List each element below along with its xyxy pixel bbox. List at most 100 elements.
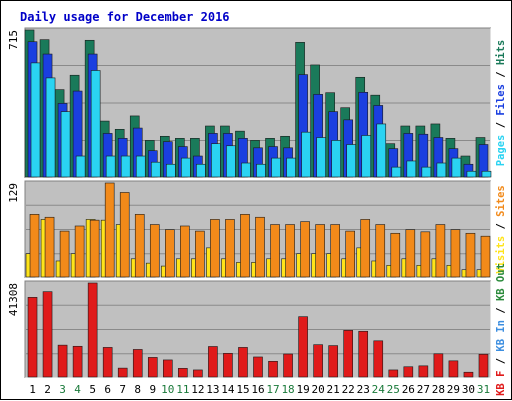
bar-kb-f [388, 369, 399, 378]
chart-title: Daily usage for December 2016 [20, 10, 230, 24]
x-tick-label: 14 [221, 383, 235, 396]
bar-sites [119, 192, 130, 278]
bar-kb-f [358, 330, 369, 378]
bar-sites [44, 216, 55, 278]
bar-pages [271, 157, 281, 178]
bar-kb-f [147, 357, 158, 378]
bar-pages [376, 123, 387, 178]
axis-label-part: Files [495, 84, 507, 116]
bar-pages [451, 157, 462, 178]
axis-label-part: KB In [495, 320, 507, 352]
axis-label-middle: Visits / Sites [495, 185, 507, 274]
bar-pages [331, 140, 341, 178]
bar-kb-f [463, 371, 474, 378]
x-tick-label: 21 [327, 383, 340, 396]
axis-label-separator: / [495, 352, 507, 371]
bar-sites [180, 225, 190, 278]
bar-pages [60, 111, 71, 178]
bar-pages [391, 166, 402, 178]
bar-kb-f [238, 347, 248, 378]
bar-sites [255, 216, 265, 278]
bar-pages [30, 62, 41, 178]
bar-sites [210, 219, 220, 278]
panel-bottom-shadow [24, 280, 491, 378]
bar-pages [166, 163, 176, 178]
bar-kb-f [42, 291, 53, 378]
y-max-label-bottom: 41308 [7, 283, 20, 316]
axis-label-part: Visits [495, 236, 507, 274]
bar-pages [150, 161, 161, 178]
bar-sites [330, 224, 340, 278]
x-tick-label: 9 [149, 383, 156, 396]
bar-sites [149, 224, 160, 278]
bar-sites [465, 232, 476, 278]
bar-pages [241, 162, 251, 178]
bar-kb-f [418, 365, 429, 378]
bar-sites [225, 219, 235, 278]
x-tick-label: 10 [161, 383, 174, 396]
bar-sites [59, 230, 70, 278]
bar-pages [256, 163, 266, 178]
axis-label-top: Pages / Files / Hits [495, 40, 507, 166]
x-tick-label: 31 [477, 383, 490, 396]
x-tick-label: 19 [296, 383, 309, 396]
bar-kb-f [478, 353, 489, 378]
bar-sites [165, 229, 175, 278]
bar-pages [301, 131, 311, 178]
bar-kb-f [433, 353, 444, 378]
bar-pages [361, 135, 372, 178]
bar-sites [375, 224, 386, 278]
bar-sites [315, 224, 325, 278]
bar-sites [74, 225, 85, 278]
bar-pages [346, 144, 356, 178]
bar-kb-f [268, 360, 278, 378]
bar-kb-f [163, 359, 173, 378]
x-tick-label: 1 [29, 383, 36, 396]
bar-sites [270, 224, 280, 278]
x-tick-label: 18 [281, 383, 294, 396]
bar-kb-f [132, 349, 143, 378]
bar-sites [360, 219, 371, 278]
x-tick-label: 26 [402, 383, 415, 396]
bar-kb-f [328, 345, 338, 378]
axis-label-part: KB F [495, 371, 507, 396]
bar-kb-f [298, 316, 308, 378]
bar-pages [436, 162, 447, 178]
bar-kb-f [87, 282, 98, 378]
bar-sites [285, 224, 295, 278]
axis-label-part: Pages [495, 135, 507, 167]
bar-kb-f [373, 340, 384, 378]
bar-pages [196, 163, 206, 178]
bar-kb-f [313, 344, 323, 378]
axis-label-part: Sites [495, 185, 507, 217]
x-tick-label: 7 [119, 383, 126, 396]
bar-kb-f [193, 369, 203, 378]
bar-sites [480, 235, 491, 278]
bar-pages [481, 170, 492, 178]
axis-label-separator: / [495, 301, 507, 320]
bar-pages [316, 137, 326, 178]
panel-bottom-highlight [25, 281, 492, 379]
bar-sites [405, 229, 416, 278]
bar-pages [226, 145, 236, 178]
bar-kb-f [283, 353, 293, 378]
x-tick-label: 11 [176, 383, 189, 396]
x-tick-label: 30 [462, 383, 475, 396]
x-tick-label: 28 [432, 383, 445, 396]
bar-sites [420, 231, 431, 278]
bar-kb-f [253, 356, 263, 378]
x-tick-label: 25 [387, 383, 400, 396]
x-tick-label: 17 [266, 383, 279, 396]
bar-kb-f [208, 346, 218, 378]
y-max-label-middle: 129 [7, 183, 20, 203]
bar-pages [45, 77, 56, 178]
bar-kb-f [72, 345, 83, 378]
bar-pages [135, 155, 146, 178]
bar-pages [181, 157, 191, 178]
bar-kb-f [343, 330, 353, 378]
x-tick-label: 27 [417, 383, 430, 396]
axis-label-bottom: KB F / KB In / KB Out [495, 263, 507, 396]
x-tick-label: 3 [59, 383, 66, 396]
x-tick-label: 2 [44, 383, 51, 396]
